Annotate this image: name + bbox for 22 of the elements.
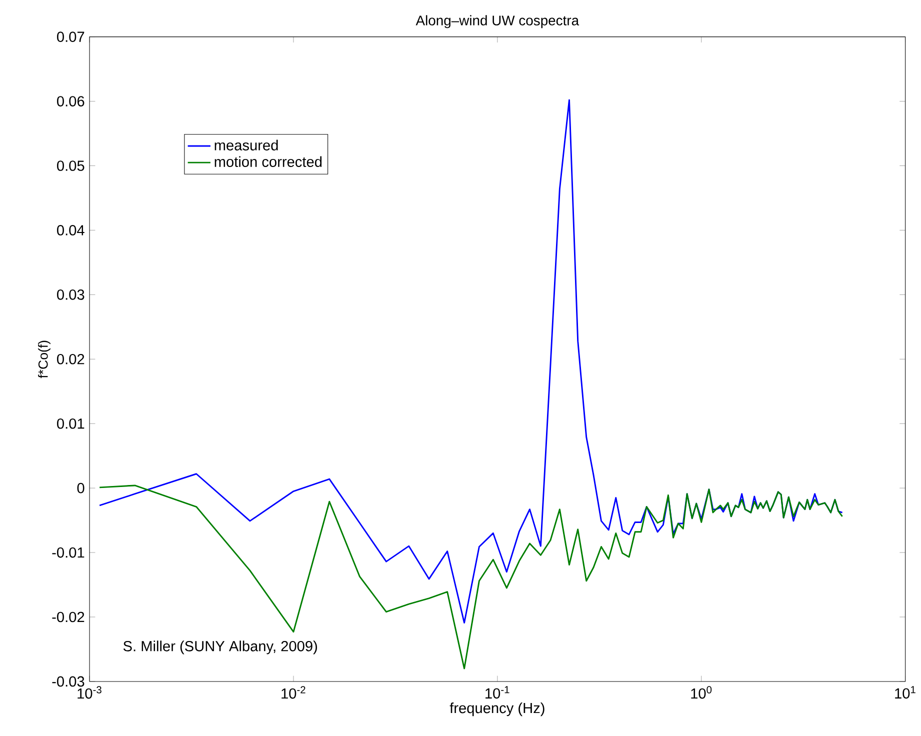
- x-tick-label: 10$^{-2}$: [282, 686, 306, 699]
- y-tick-label: 0: [77, 482, 84, 494]
- y-tick-label: 0.07: [57, 32, 84, 42]
- annotation: S. Miller (SUNY Albany, 2009): [123, 640, 317, 654]
- y-tick-label: 0.05: [57, 160, 84, 171]
- y-axis-title: f*Co(f): [38, 340, 50, 378]
- x-tick-label: 10$^{-3}$: [78, 686, 102, 699]
- y-tick-label: 0.02: [57, 354, 84, 364]
- y-tick-label: -0.01: [52, 547, 84, 558]
- y-tick-label: -0.03: [52, 676, 84, 687]
- chart-title: Along–wind UW cospectra: [416, 15, 580, 28]
- y-tick-label: 0.04: [57, 224, 84, 236]
- x-axis-title: frequency (Hz): [450, 702, 544, 716]
- x-tick-label: 10$^{1}$: [895, 686, 916, 699]
- y-tick-label: 0.03: [57, 289, 84, 300]
- y-tick-label: 0.06: [57, 96, 84, 106]
- y-tick-label: 0.01: [57, 418, 84, 429]
- y-tick-label: -0.02: [52, 612, 84, 622]
- x-tick-label: 10$^{0}$: [691, 686, 712, 699]
- legend-label: motion corrected: [214, 156, 322, 167]
- x-tick-label: 10$^{-1}$: [486, 686, 510, 699]
- legend-label: measured: [214, 140, 278, 150]
